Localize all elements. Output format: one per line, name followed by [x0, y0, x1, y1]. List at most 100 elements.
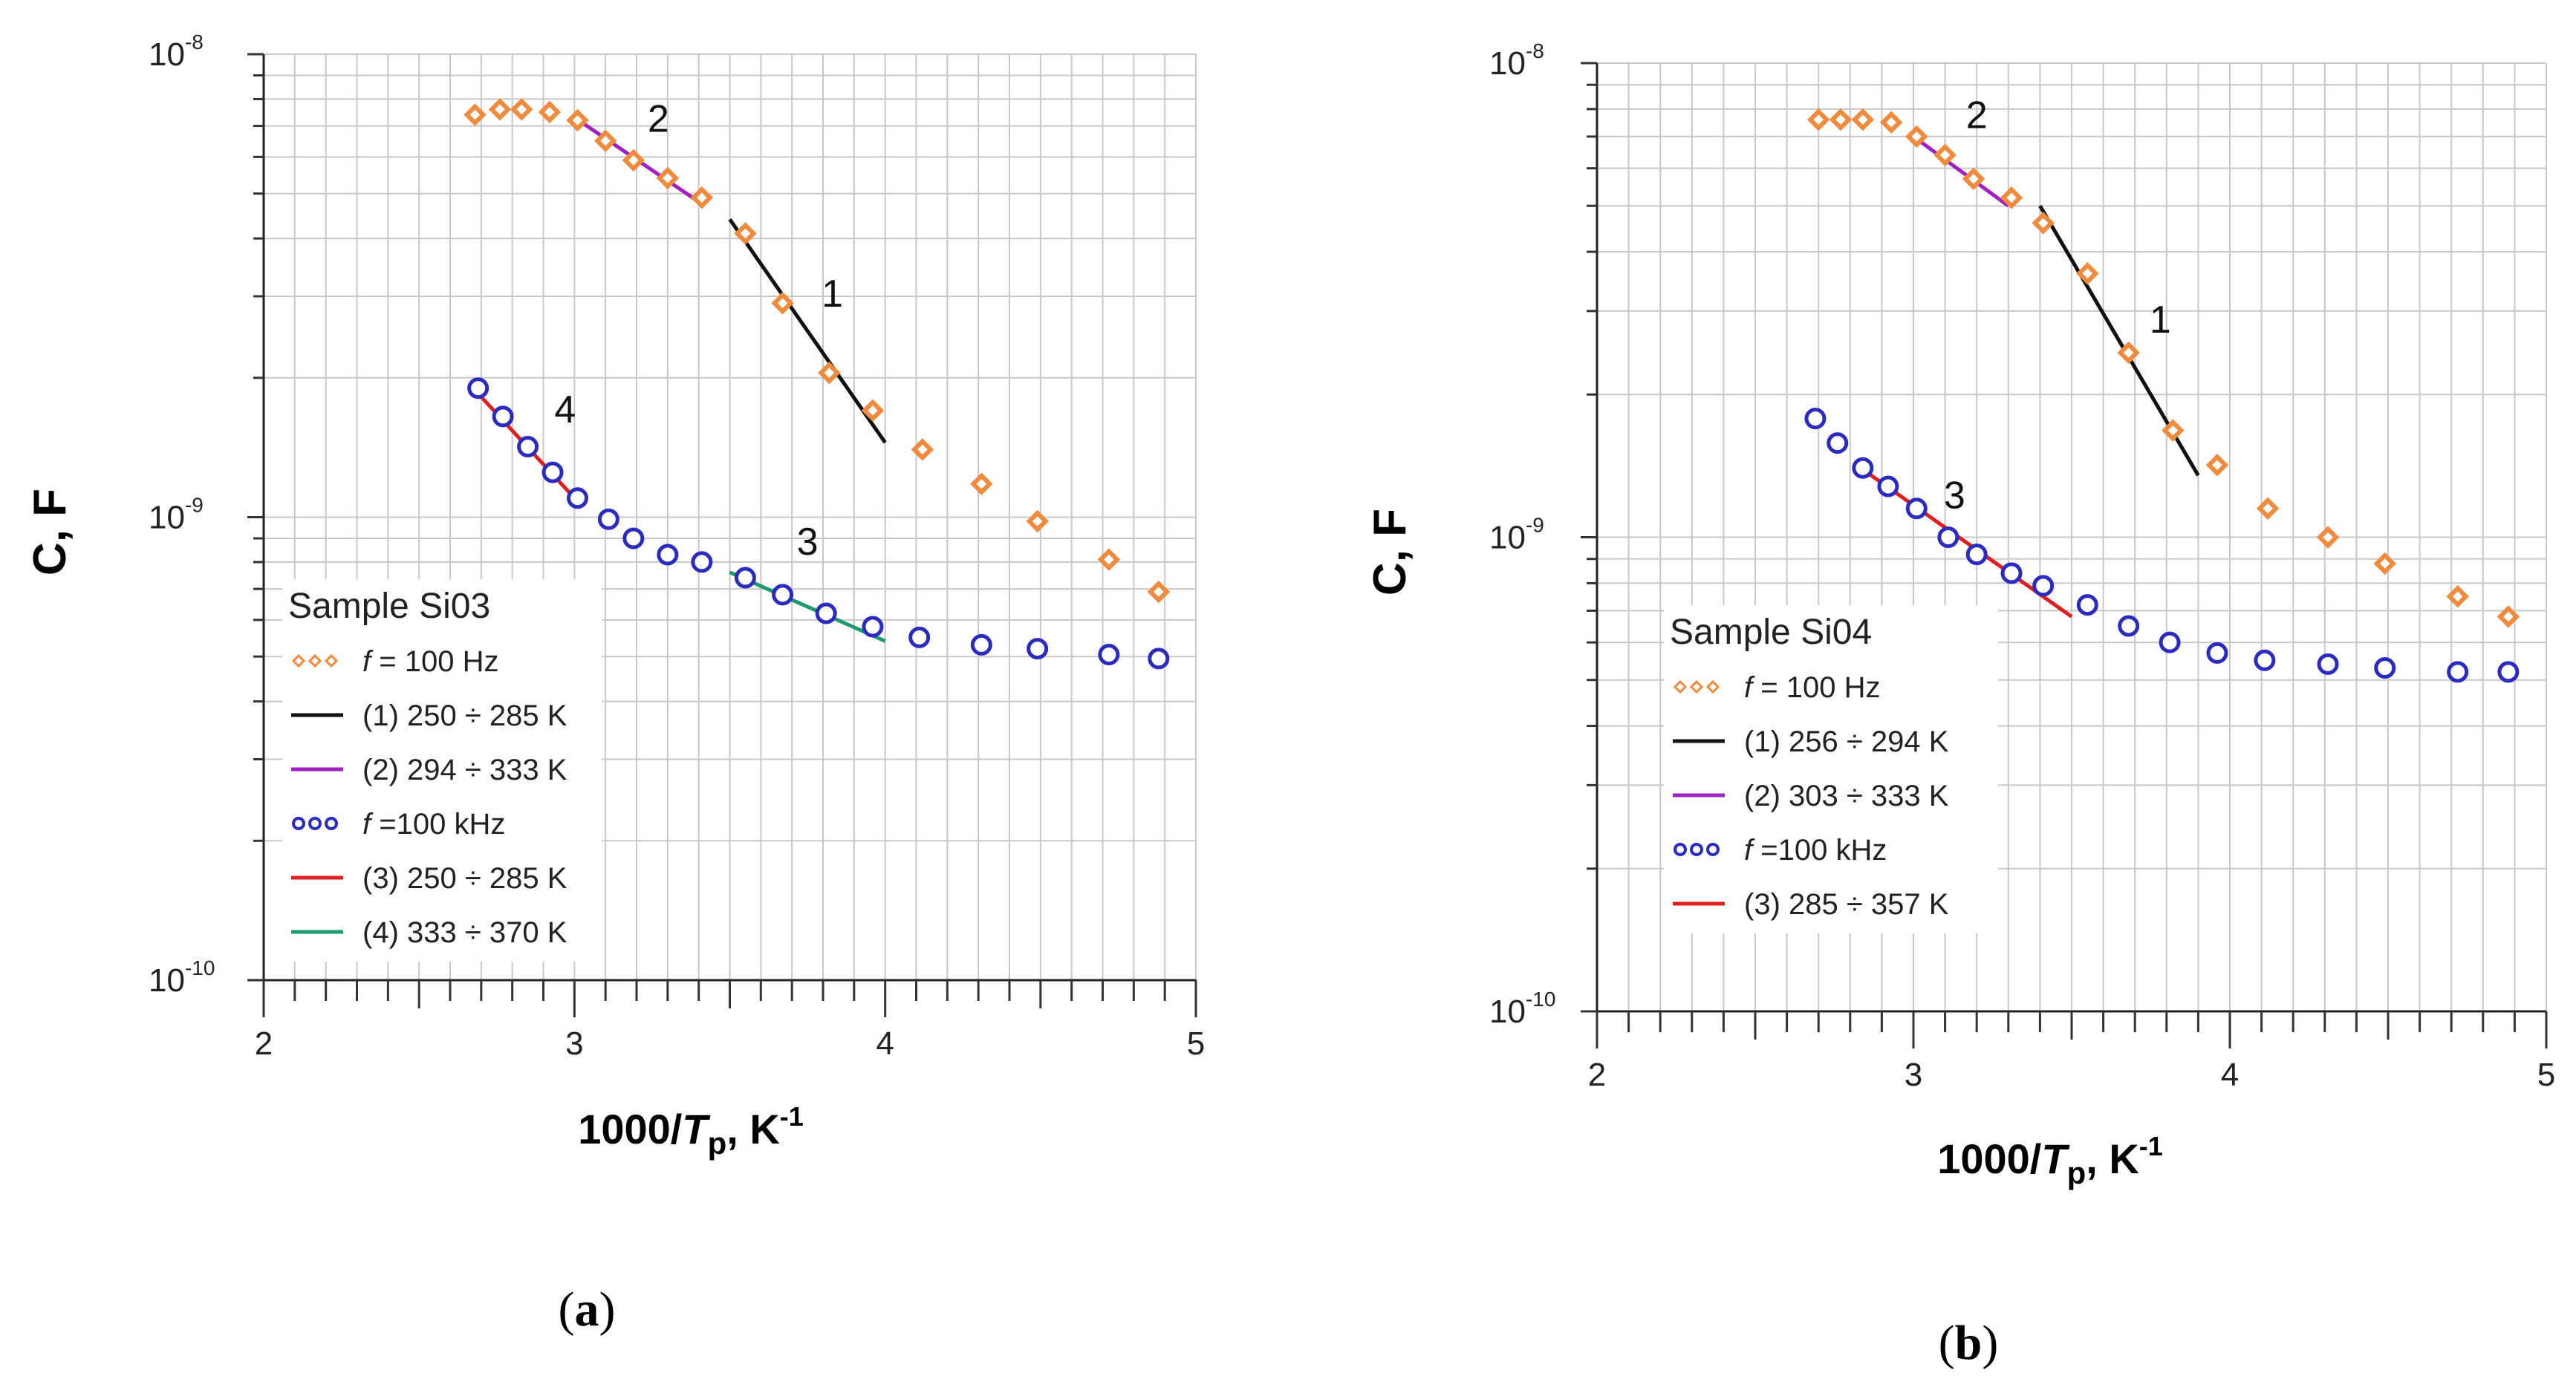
- legend-item: f =100 kHz: [292, 808, 505, 841]
- x-ticks: [1596, 1011, 2548, 1048]
- legend-item: (1) 250 ÷ 285 K: [291, 699, 567, 732]
- legend: Sample Si04 f = 100 Hz (1) 256 ÷ 294 K (2) …: [1664, 605, 1998, 933]
- legend-marker: [291, 653, 306, 668]
- legend-label-value: =100 kHz: [1752, 834, 1887, 867]
- panel-label-close: ): [599, 1282, 616, 1337]
- data-point: [861, 399, 885, 423]
- data-point: [691, 551, 713, 573]
- y-tick-base: 10: [1489, 520, 1526, 556]
- y-tick-base: 10: [149, 36, 185, 73]
- legend-item: f = 100 Hz: [291, 645, 498, 678]
- data-point: [657, 544, 679, 566]
- data-point: [2316, 526, 2340, 549]
- fit-number-label: 1: [2150, 299, 2171, 342]
- y-axis-title: C, F: [1365, 509, 1416, 596]
- fit-number-label: 2: [1966, 94, 1988, 137]
- fit-lines: [1855, 134, 2200, 619]
- data-point: [1933, 143, 1957, 166]
- panel-label-letter: b: [1955, 1316, 1983, 1370]
- data-point: [2076, 594, 2098, 616]
- x-title-unit: , K: [726, 1106, 780, 1152]
- legend-label-value: = 100 Hz: [371, 645, 498, 678]
- legend-marker: [1673, 679, 1688, 694]
- y-tick-label: 10-9: [149, 494, 204, 536]
- y-tick-exponent: -9: [1526, 514, 1544, 537]
- data-point: [517, 436, 539, 458]
- data-point: [862, 616, 884, 638]
- y-tick-exponent: -10: [185, 956, 215, 979]
- y-tick-base: 10: [1489, 994, 1526, 1030]
- legend-marker: [308, 817, 322, 830]
- panel-label-open: (: [559, 1282, 575, 1337]
- legend-label: (1) 256 ÷ 294 K: [1744, 725, 1949, 758]
- y-tick-base: 10: [149, 500, 185, 536]
- legend-label: f =100 kHz: [1744, 834, 1887, 867]
- data-point: [734, 222, 757, 245]
- legend-label: (1) 250 ÷ 285 K: [362, 699, 567, 732]
- data-point: [1097, 548, 1121, 571]
- data-point: [970, 633, 992, 656]
- y-tick-label: 10-8: [1489, 39, 1544, 82]
- data-point: [510, 98, 533, 121]
- legend-label: (3) 250 ÷ 285 K: [362, 862, 567, 895]
- legend-marker: [308, 653, 322, 668]
- y-tick-base: 10: [1489, 45, 1526, 82]
- y-ticks: [1581, 62, 1597, 1013]
- y-tick-label: 10-10: [149, 956, 215, 999]
- x-title-unit: , K: [2086, 1135, 2139, 1182]
- legend-label: (2) 294 ÷ 333 K: [362, 754, 567, 786]
- x-tick-label: 3: [1905, 1057, 1922, 1093]
- y-tick-exponent: -8: [1526, 39, 1544, 62]
- data-point: [2000, 186, 2023, 209]
- data-point: [2162, 419, 2185, 442]
- panel-label: (a): [559, 1282, 616, 1337]
- data-point: [2032, 212, 2055, 235]
- data-point: [2497, 605, 2520, 628]
- data-point: [2206, 642, 2228, 664]
- data-point: [815, 602, 837, 624]
- data-point: [1879, 111, 1903, 134]
- series-1: [464, 98, 1171, 604]
- data-point: [818, 361, 841, 385]
- x-title-superscript: -1: [780, 1101, 804, 1132]
- legend-item: f = 100 Hz: [1673, 671, 1880, 704]
- data-point: [566, 108, 589, 132]
- x-tick-label: 2: [1588, 1057, 1606, 1093]
- x-title-subscript: p: [2067, 1155, 2087, 1190]
- data-point: [597, 508, 619, 530]
- legend-item: f =100 kHz: [1674, 834, 1887, 867]
- y-tick-base: 10: [149, 962, 185, 999]
- data-point: [656, 166, 680, 190]
- data-point: [1026, 509, 1049, 533]
- legend-marker: [1690, 843, 1703, 856]
- data-point: [2117, 341, 2140, 365]
- data-point: [467, 377, 489, 399]
- data-point: [690, 186, 714, 209]
- data-point: [1852, 457, 1874, 479]
- x-title-main: 1000/: [1937, 1135, 2042, 1182]
- y-tick-label: 10-8: [149, 30, 204, 73]
- series-2: [1804, 408, 2520, 683]
- x-title-symbol: T: [2041, 1135, 2070, 1182]
- fit-line-2: [1912, 134, 2010, 208]
- fit-number-label: 4: [554, 388, 576, 431]
- y-ticks: [247, 53, 264, 982]
- legend-label: f =100 kHz: [362, 808, 505, 841]
- legend-label: f = 100 Hz: [1744, 671, 1880, 704]
- legend-item: (2) 303 ÷ 333 K: [1673, 780, 1949, 812]
- y-tick-exponent: -8: [185, 30, 204, 53]
- data-point: [1905, 125, 1928, 149]
- data-point: [464, 103, 487, 126]
- y-tick-label: 10-9: [1489, 514, 1544, 556]
- fit-number-label: 2: [648, 97, 669, 140]
- legend-label: (2) 303 ÷ 333 K: [1744, 780, 1949, 812]
- data-point: [1937, 526, 1959, 548]
- data-point: [772, 584, 794, 606]
- data-point: [538, 100, 562, 124]
- data-point: [1148, 648, 1170, 670]
- data-point: [734, 567, 756, 589]
- data-point: [488, 98, 512, 121]
- legend-box: [1664, 605, 1998, 933]
